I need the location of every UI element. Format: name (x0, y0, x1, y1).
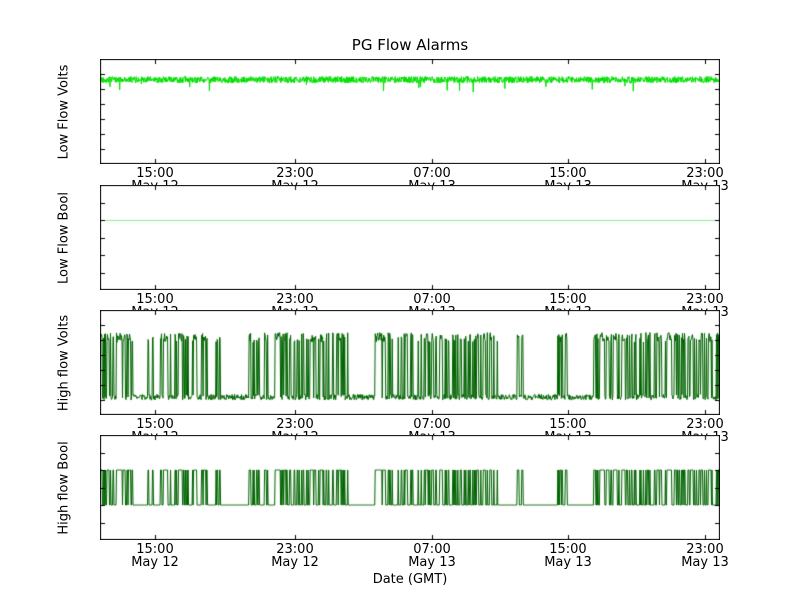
x-tick-time-label: 07:00 (413, 292, 451, 307)
x-tick-date-label: May 12 (131, 555, 179, 570)
x-tick-date-label: May 13 (544, 555, 592, 570)
x-tick-time-label: 15:00 (549, 417, 587, 432)
plot-area-low-flow-volts (100, 59, 720, 164)
plot-area-high-flow-volts (100, 310, 720, 415)
y-axis-label-low-flow-bool: Low Flow Bool (56, 191, 72, 284)
x-tick-date-label: May 13 (681, 555, 729, 570)
chart-title: PG Flow Alarms (351, 36, 469, 54)
x-axis-label: Date (GMT) (372, 572, 448, 587)
x-tick-time-label: 23:00 (686, 166, 724, 181)
x-tick-time-label: 15:00 (549, 166, 587, 181)
x-tick-time-label: 23:00 (276, 166, 314, 181)
x-tick-time-label: 23:00 (276, 292, 314, 307)
x-tick-time-label: 15:00 (136, 542, 174, 557)
x-tick-date-label: May 12 (271, 555, 319, 570)
x-tick-time-label: 15:00 (549, 292, 587, 307)
x-tick-time-label: 23:00 (686, 292, 724, 307)
x-tick-time-label: 15:00 (136, 166, 174, 181)
plot-area-high-flow-bool (100, 435, 720, 540)
x-tick-time-label: 23:00 (276, 542, 314, 557)
y-axis-label-low-flow-volts: Low Flow Volts (56, 64, 72, 159)
x-tick-time-label: 07:00 (413, 417, 451, 432)
x-tick-time-label: 23:00 (686, 417, 724, 432)
y-axis-label-high-flow-bool: High flow Bool (56, 440, 72, 535)
plot-area-low-flow-bool (100, 185, 720, 290)
x-tick-time-label: 23:00 (686, 542, 724, 557)
y-axis-label-high-flow-volts: High flow Volts (56, 314, 72, 411)
x-tick-date-label: May 13 (408, 555, 456, 570)
x-tick-time-label: 07:00 (413, 166, 451, 181)
x-tick-time-label: 23:00 (276, 417, 314, 432)
x-tick-time-label: 07:00 (413, 542, 451, 557)
x-tick-time-label: 15:00 (549, 542, 587, 557)
x-tick-time-label: 15:00 (136, 417, 174, 432)
x-tick-time-label: 15:00 (136, 292, 174, 307)
